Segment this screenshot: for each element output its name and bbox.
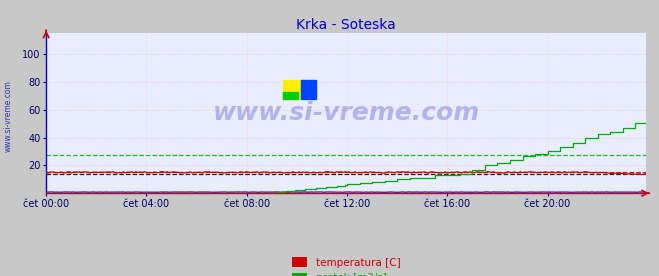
Legend: temperatura [C], pretok [m3/s]: temperatura [C], pretok [m3/s] — [287, 253, 405, 276]
Text: www.si-vreme.com: www.si-vreme.com — [212, 101, 480, 125]
Bar — [283, 92, 298, 99]
Title: Krka - Soteska: Krka - Soteska — [296, 18, 396, 32]
Bar — [301, 79, 316, 99]
Bar — [283, 79, 308, 99]
Text: www.si-vreme.com: www.si-vreme.com — [3, 80, 13, 152]
